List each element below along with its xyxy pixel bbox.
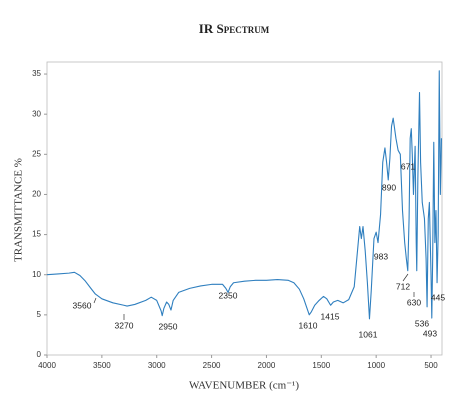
y-tick-label: 25	[32, 149, 41, 158]
x-tick-label: 3000	[148, 361, 166, 370]
peak-label: 2350	[219, 290, 238, 300]
y-tick-label: 10	[32, 270, 41, 279]
peak-label: 671	[401, 161, 415, 171]
peak-label: 3270	[115, 320, 134, 330]
peak-label: 983	[374, 251, 388, 261]
y-tick-label: 0	[37, 350, 42, 359]
y-tick-label: 20	[32, 190, 41, 199]
spectrum-line	[46, 70, 442, 320]
x-tick-label: 500	[424, 361, 438, 370]
peak-label: 536	[415, 318, 429, 328]
y-tick-label: 15	[32, 230, 41, 239]
y-tick-label: 30	[32, 109, 41, 118]
peak-label: 445	[431, 292, 445, 302]
peak-label: 712	[396, 281, 410, 291]
peak-label: 630	[407, 297, 421, 307]
peak-label: 3560	[73, 300, 92, 310]
x-axis-label: WAVENUMBER (cm⁻¹)	[189, 380, 299, 392]
peak-label: 890	[382, 182, 396, 192]
x-tick-label: 1000	[367, 361, 385, 370]
plot-frame	[46, 61, 443, 356]
x-tick-label: 3500	[93, 361, 111, 370]
y-axis-label: TRANSMITTANCE %	[13, 158, 25, 262]
y-tick-label: 5	[37, 310, 42, 319]
x-tick-label: 4000	[38, 361, 56, 370]
x-tick-label: 1500	[312, 361, 330, 370]
x-tick-label: 2500	[203, 361, 221, 370]
x-tick-label: 2000	[258, 361, 276, 370]
peak-label: 1610	[299, 320, 318, 330]
chart-title: IR Spectrum	[199, 21, 270, 36]
peak-label: 1061	[359, 329, 378, 339]
peak-label: 493	[423, 328, 437, 338]
peak-label: 2950	[159, 321, 178, 331]
leader-line	[93, 297, 97, 304]
leader-line	[402, 273, 409, 282]
y-tick-label: 35	[32, 69, 41, 78]
peak-label: 1415	[321, 311, 340, 321]
